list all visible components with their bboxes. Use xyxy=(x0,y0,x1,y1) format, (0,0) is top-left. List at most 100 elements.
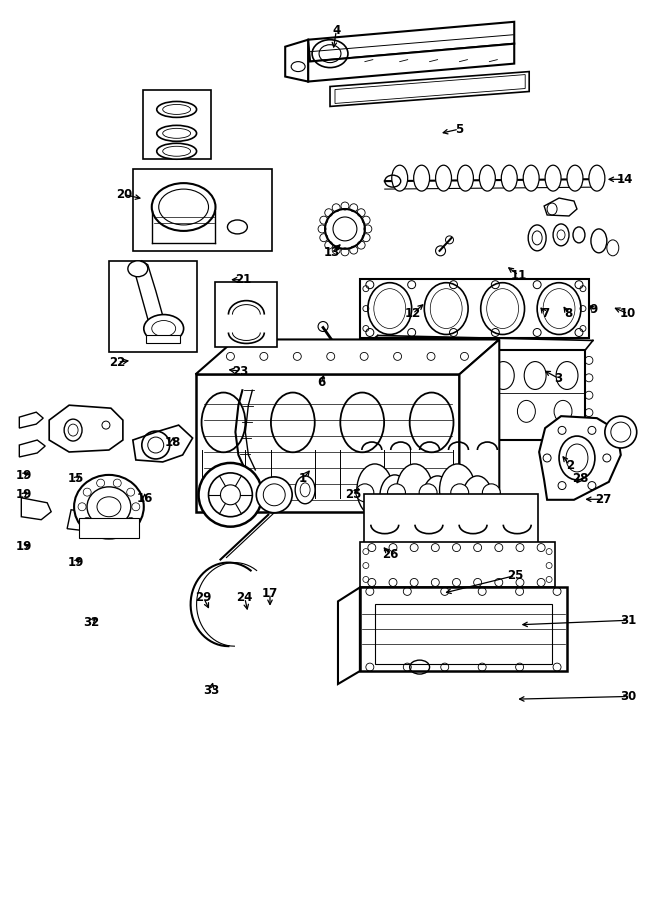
Ellipse shape xyxy=(462,476,492,519)
Polygon shape xyxy=(338,588,360,684)
Text: 9: 9 xyxy=(589,302,598,316)
Ellipse shape xyxy=(440,464,476,516)
Ellipse shape xyxy=(397,464,433,516)
Text: 15: 15 xyxy=(68,472,85,485)
Ellipse shape xyxy=(424,283,468,335)
Polygon shape xyxy=(360,588,567,671)
Text: 1: 1 xyxy=(299,472,307,485)
Text: 32: 32 xyxy=(83,616,99,628)
Text: 2: 2 xyxy=(565,459,574,472)
Bar xyxy=(196,374,460,512)
Polygon shape xyxy=(134,261,170,336)
Text: 25: 25 xyxy=(507,569,523,582)
Ellipse shape xyxy=(482,484,500,502)
Ellipse shape xyxy=(492,362,514,390)
Ellipse shape xyxy=(553,224,569,246)
Ellipse shape xyxy=(429,362,450,390)
Text: 10: 10 xyxy=(620,307,636,320)
Text: 11: 11 xyxy=(511,269,527,282)
Bar xyxy=(360,542,555,588)
Text: 16: 16 xyxy=(137,492,153,505)
Polygon shape xyxy=(67,509,116,533)
Text: 19: 19 xyxy=(16,540,32,554)
Text: 5: 5 xyxy=(455,122,463,136)
Polygon shape xyxy=(460,339,500,512)
Ellipse shape xyxy=(152,183,216,231)
Ellipse shape xyxy=(397,362,419,390)
Bar xyxy=(375,605,552,664)
Ellipse shape xyxy=(607,240,619,256)
Polygon shape xyxy=(330,72,529,106)
Polygon shape xyxy=(285,40,308,82)
Bar xyxy=(133,169,272,251)
Polygon shape xyxy=(308,22,514,61)
Ellipse shape xyxy=(589,166,605,191)
Ellipse shape xyxy=(157,102,196,117)
Bar xyxy=(216,282,277,347)
Bar xyxy=(360,279,589,338)
Ellipse shape xyxy=(501,166,517,191)
Text: 28: 28 xyxy=(572,472,589,485)
Ellipse shape xyxy=(458,166,474,191)
Ellipse shape xyxy=(481,283,525,335)
Ellipse shape xyxy=(414,166,430,191)
Polygon shape xyxy=(308,44,514,82)
Ellipse shape xyxy=(524,362,546,390)
Text: 17: 17 xyxy=(262,587,278,600)
Ellipse shape xyxy=(423,476,452,519)
Ellipse shape xyxy=(460,362,482,390)
Text: 29: 29 xyxy=(196,591,212,605)
Ellipse shape xyxy=(271,392,315,453)
Text: 19: 19 xyxy=(68,555,85,569)
Ellipse shape xyxy=(408,400,426,422)
Text: 21: 21 xyxy=(235,274,252,286)
Ellipse shape xyxy=(256,477,292,513)
Text: 14: 14 xyxy=(617,173,633,185)
Ellipse shape xyxy=(144,315,184,343)
Bar xyxy=(143,89,210,159)
Text: 33: 33 xyxy=(203,684,219,697)
Polygon shape xyxy=(49,405,123,452)
Text: 4: 4 xyxy=(332,24,340,37)
Text: 20: 20 xyxy=(116,188,133,201)
Text: 24: 24 xyxy=(236,591,253,605)
Text: 26: 26 xyxy=(382,548,399,562)
Bar xyxy=(146,336,180,344)
Ellipse shape xyxy=(410,392,454,453)
Ellipse shape xyxy=(157,143,196,159)
Ellipse shape xyxy=(340,392,384,453)
Ellipse shape xyxy=(451,484,469,502)
Text: 13: 13 xyxy=(324,247,340,259)
Ellipse shape xyxy=(556,362,578,390)
Ellipse shape xyxy=(436,166,452,191)
Text: 23: 23 xyxy=(232,364,248,378)
Ellipse shape xyxy=(444,400,462,422)
Ellipse shape xyxy=(480,166,496,191)
Ellipse shape xyxy=(357,464,393,516)
Bar xyxy=(109,261,196,353)
Ellipse shape xyxy=(388,484,406,502)
Polygon shape xyxy=(19,412,43,428)
Ellipse shape xyxy=(605,416,637,448)
Ellipse shape xyxy=(481,400,499,422)
Text: 22: 22 xyxy=(109,356,126,369)
Text: 18: 18 xyxy=(165,436,180,449)
Text: 8: 8 xyxy=(564,307,573,320)
Text: 6: 6 xyxy=(317,376,325,390)
Polygon shape xyxy=(19,440,45,457)
Text: 25: 25 xyxy=(345,489,361,501)
Ellipse shape xyxy=(198,463,262,526)
Polygon shape xyxy=(544,198,577,216)
Text: 12: 12 xyxy=(404,307,421,320)
Text: 7: 7 xyxy=(541,307,549,320)
Text: 3: 3 xyxy=(554,372,563,385)
Ellipse shape xyxy=(559,436,595,480)
Ellipse shape xyxy=(567,166,583,191)
Ellipse shape xyxy=(74,475,144,538)
Ellipse shape xyxy=(392,166,408,191)
Polygon shape xyxy=(539,416,621,500)
Text: 19: 19 xyxy=(16,489,32,501)
Ellipse shape xyxy=(368,283,412,335)
Bar xyxy=(364,494,538,552)
Text: 31: 31 xyxy=(620,614,636,626)
